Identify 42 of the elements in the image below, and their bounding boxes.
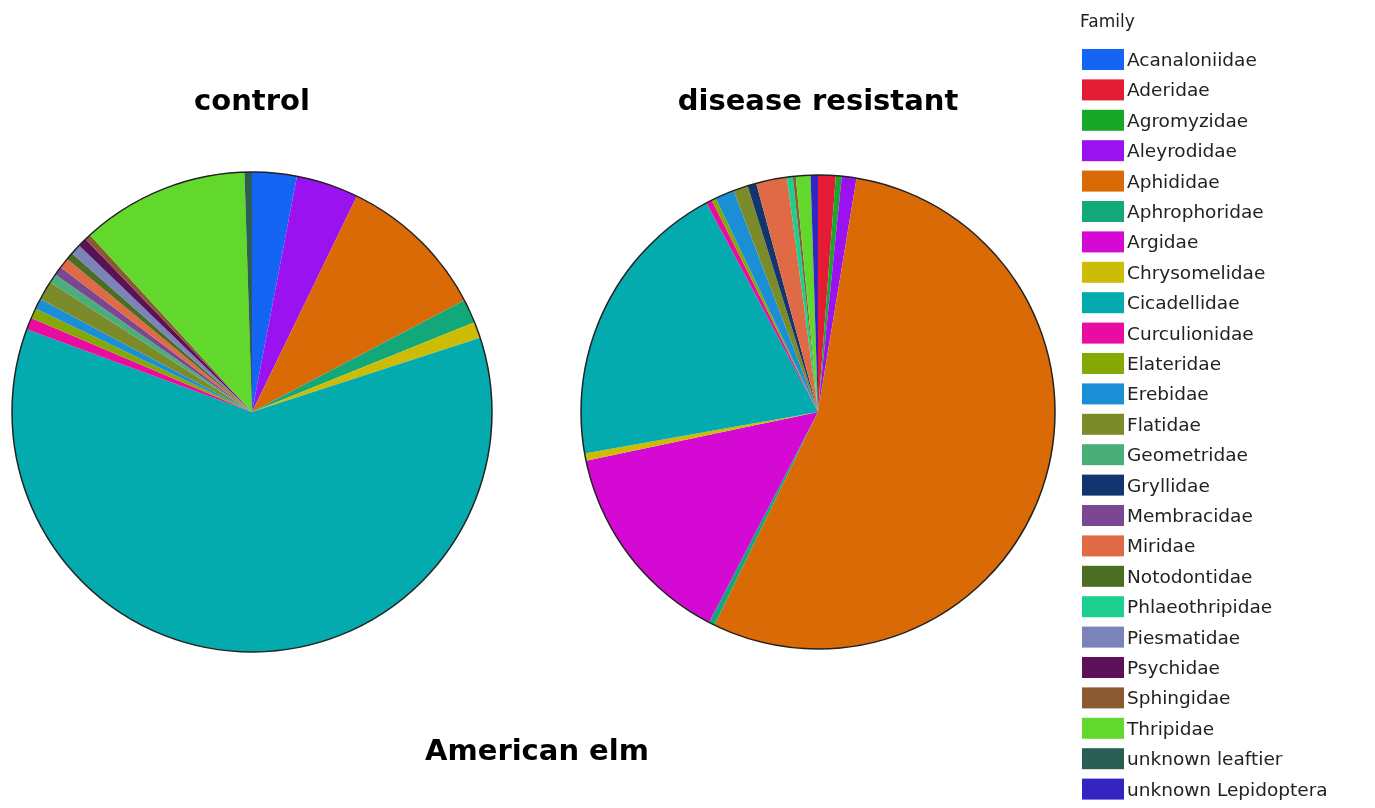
legend-label: Membracidae — [1127, 505, 1253, 526]
pie-slice — [581, 202, 818, 454]
legend-label: Geometridae — [1127, 444, 1248, 466]
legend-label: Aderidae — [1127, 79, 1210, 101]
legend-label: Elateridae — [1127, 353, 1222, 374]
pie-slice — [89, 172, 252, 412]
pie-slice — [252, 300, 475, 412]
legend-label: Cicadellidae — [1127, 292, 1240, 314]
legend-label: Agromyzidae — [1127, 109, 1249, 131]
chart-title: disease resistant — [677, 83, 959, 117]
pie-slice — [733, 185, 818, 412]
pie-slice — [252, 322, 481, 412]
pie-slice — [12, 329, 492, 652]
legend-label: Piesmatidae — [1127, 626, 1241, 648]
legend-label: Psychidae — [1127, 657, 1220, 678]
legend-label: Sphingidae — [1127, 687, 1231, 709]
legend-label: Erebidae — [1127, 383, 1209, 405]
pie-slice — [252, 172, 297, 412]
pie-slice — [252, 176, 357, 412]
pie-slice — [818, 176, 857, 412]
legend-label: Aphrophoridae — [1127, 201, 1264, 222]
pie-slice — [714, 178, 1055, 649]
legend-label: unknown leaftier — [1127, 748, 1283, 770]
legend-label: Thripidae — [1126, 717, 1215, 739]
pie-slice — [252, 196, 465, 412]
pie-slice — [584, 412, 818, 461]
legend-label: unknown Lepidoptera — [1127, 778, 1328, 800]
legend-label: Argidae — [1127, 231, 1199, 253]
legend-label: Miridae — [1127, 535, 1196, 557]
legend-label: Gryllidae — [1127, 474, 1210, 496]
legend-label: Flatidae — [1127, 413, 1201, 435]
legend-label: Chrysomelidae — [1127, 261, 1266, 283]
text: American elm — [425, 733, 649, 767]
text: control — [194, 83, 310, 117]
legend-label: Phlaeothripidae — [1127, 596, 1273, 618]
legend-label: Aleyrodidae — [1127, 140, 1237, 162]
pie-slice — [586, 412, 818, 623]
legend-label: Curculionidae — [1127, 322, 1254, 344]
legend-label: Aphididae — [1127, 170, 1220, 192]
legend-label: Acanaloniidae — [1127, 49, 1257, 70]
legend-label: Notodontidae — [1127, 565, 1253, 587]
legend-title: Family — [1080, 11, 1135, 31]
